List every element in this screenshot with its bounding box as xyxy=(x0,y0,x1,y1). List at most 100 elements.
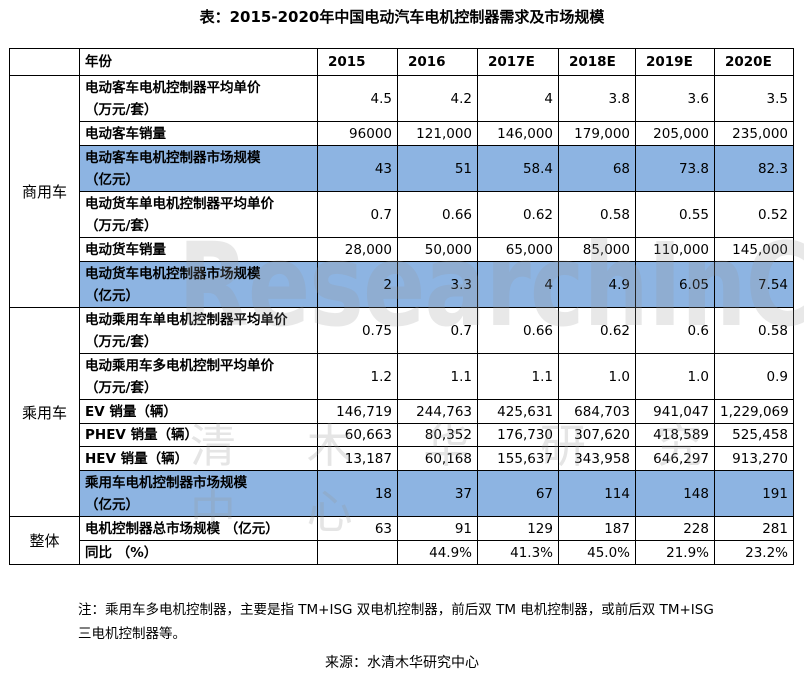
value-cell: 1.1 xyxy=(397,353,478,400)
value-cell: 6.05 xyxy=(635,261,715,308)
row-label-line: （亿元） xyxy=(85,287,139,304)
value-cell: 4.2 xyxy=(397,75,478,122)
value-cell: 68 xyxy=(558,145,636,192)
value-cell: 121,000 xyxy=(397,121,478,146)
value-cell: 23.2% xyxy=(714,540,794,565)
row-label-line: （万元/套） xyxy=(85,333,158,350)
row-label: 同比 （%） xyxy=(79,540,318,565)
row-label: 电动客车电机控制器平均单价 （万元/套） xyxy=(79,75,318,122)
value-cell: 65,000 xyxy=(477,237,559,262)
value-cell: 4.5 xyxy=(317,75,398,122)
header-year-label: 年份 xyxy=(79,48,318,76)
value-cell: 129 xyxy=(477,516,559,541)
value-cell: 0.62 xyxy=(558,307,636,354)
value-cell: 343,958 xyxy=(558,446,636,471)
value-cell xyxy=(317,540,398,565)
table-row: 乘用车 电动乘用车单电机控制器平均单价 （万元/套） 0.75 0.7 0.66 0.62 0… xyxy=(9,307,794,517)
source-line: 来源：水清木华研究中心 xyxy=(325,655,479,671)
row-label: EV 销量（辆） xyxy=(79,399,318,424)
value-cell: 37 xyxy=(397,470,478,517)
value-cell: 4 xyxy=(477,75,559,122)
header-year: 2017E xyxy=(477,48,559,76)
footnote-line-2: 三电机控制器等。 xyxy=(78,626,186,642)
value-cell: 73.8 xyxy=(635,145,715,192)
row-label-line: PHEV 销量（辆） xyxy=(85,427,199,443)
row-label-line: （万元/套） xyxy=(85,379,158,396)
value-cell: 0.55 xyxy=(635,191,715,238)
table-row: 电动客车销量 96000 121,000 146,000 179,000 205,000 2… xyxy=(10,121,794,146)
row-label-line: 电动货车单电机控制器平均单价 xyxy=(85,195,274,212)
value-cell: 1.0 xyxy=(635,353,715,400)
header-empty-cell xyxy=(9,48,80,76)
row-label-line: HEV 销量（辆） xyxy=(85,450,189,467)
row-label: 电动货车单电机控制器平均单价 （万元/套） xyxy=(79,191,318,238)
value-cell: 1.0 xyxy=(558,353,636,400)
row-label: 电动乘用车多电机控制平均单价 （万元/套） xyxy=(79,353,318,400)
value-cell: 205,000 xyxy=(635,121,715,146)
market-table: 年份 2015 2016 2017E 2018E 2019E 2020E 商用车 电动客车电机控… xyxy=(9,48,794,565)
value-cell: 525,458 xyxy=(714,423,794,447)
row-label-line: 电动乘用车多电机控制平均单价 xyxy=(85,357,274,374)
value-cell: 82.3 xyxy=(714,145,794,192)
value-cell: 60,168 xyxy=(397,446,478,471)
value-cell: 4.9 xyxy=(558,261,636,308)
value-cell: 0.7 xyxy=(317,191,398,238)
watermark-chinese: 清 木 华 研 究 中 心 xyxy=(190,419,731,539)
table-row: 电动货车电机控制器市场规模 （亿元） 2 3.3 4 4.9 6.05 7.54 xyxy=(10,261,794,308)
value-cell: 7.54 xyxy=(714,261,794,308)
value-cell: 0.6 xyxy=(635,307,715,354)
value-cell: 0.75 xyxy=(317,307,398,354)
value-cell: 646,297 xyxy=(635,446,715,471)
group-label: 乘用车 xyxy=(9,307,80,517)
value-cell: 41.3% xyxy=(477,540,559,565)
table-row: 电动乘用车多电机控制平均单价 （万元/套） 1.2 1.1 1.1 1.0 1.0 0.9 xyxy=(10,353,794,400)
value-cell: 425,631 xyxy=(477,399,559,424)
row-label-line: 电动客车电机控制器平均单价 xyxy=(85,79,261,96)
table-row: 电动货车单电机控制器平均单价 （万元/套） 0.7 0.66 0.62 0.58 0.55 0… xyxy=(10,191,794,238)
value-cell: 3.5 xyxy=(714,75,794,122)
value-cell: 0.66 xyxy=(477,307,559,354)
row-label-line: 乘用车电机控制器市场规模 xyxy=(85,474,247,491)
header-row: 年份 2015 2016 2017E 2018E 2019E 2020E xyxy=(9,48,794,76)
value-cell: 60,663 xyxy=(317,423,398,447)
table-row: 电动客车电机控制器市场规模 （亿元） 43 51 58.4 68 73.8 82.3 xyxy=(10,145,794,192)
header-year: 2015 xyxy=(317,48,398,76)
header-year: 2018E xyxy=(558,48,636,76)
value-cell: 114 xyxy=(558,470,636,517)
row-label-line: （万元/套） xyxy=(85,101,158,118)
value-cell: 684,703 xyxy=(558,399,636,424)
row-label-line: （亿元） xyxy=(85,171,139,188)
value-cell: 3.6 xyxy=(635,75,715,122)
value-cell: 1.2 xyxy=(317,353,398,400)
value-cell: 228 xyxy=(635,516,715,541)
value-cell: 96000 xyxy=(317,121,398,146)
value-cell: 3.8 xyxy=(558,75,636,122)
value-cell: 0.66 xyxy=(397,191,478,238)
row-label: 电动货车电机控制器市场规模 （亿元） xyxy=(79,261,318,308)
value-cell: 146,719 xyxy=(317,399,398,424)
value-cell: 0.58 xyxy=(714,307,794,354)
row-label: 乘用车电机控制器市场规模 （亿元） xyxy=(79,470,318,517)
value-cell: 155,637 xyxy=(477,446,559,471)
header-year: 2016 xyxy=(397,48,478,76)
watermark-english: ResearchInChina xyxy=(178,218,804,353)
header-year: 2020E xyxy=(714,48,794,76)
row-label-line: 电动货车销量 xyxy=(85,241,166,258)
footnote-line-1: 注：乘用车多电机控制器，主要是指 TM+ISG 双电机控制器，前后双 TM 电机… xyxy=(78,602,714,618)
group-label: 商用车 xyxy=(9,75,80,308)
group-label: 整体 xyxy=(9,516,80,565)
row-label-line: 电动乘用车单电机控制器平均单价 xyxy=(85,311,288,328)
row-label-line: 电动客车销量 xyxy=(85,125,166,142)
value-cell: 1.1 xyxy=(477,353,559,400)
row-label-line: 电动货车电机控制器市场规模 xyxy=(85,265,261,282)
row-label-line: 同比 （%） xyxy=(85,544,158,561)
row-label-line: （万元/套） xyxy=(85,217,158,234)
value-cell: 145,000 xyxy=(714,237,794,262)
table-row: 同比 （%） 44.9% 41.3% 45.0% 21.9% 23.2% xyxy=(10,540,794,565)
value-cell: 176,730 xyxy=(477,423,559,447)
value-cell: 18 xyxy=(317,470,398,517)
value-cell: 2 xyxy=(317,261,398,308)
value-cell: 0.58 xyxy=(558,191,636,238)
value-cell: 45.0% xyxy=(558,540,636,565)
value-cell: 146,000 xyxy=(477,121,559,146)
